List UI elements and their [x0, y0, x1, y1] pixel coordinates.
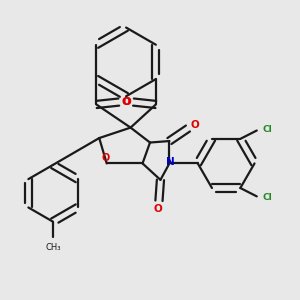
Text: N: N — [166, 157, 174, 167]
Text: O: O — [154, 204, 163, 214]
Text: O: O — [121, 97, 130, 107]
Text: O: O — [122, 97, 131, 107]
Text: CH₃: CH₃ — [45, 243, 61, 252]
Text: Cl: Cl — [263, 124, 272, 134]
Text: O: O — [101, 153, 109, 163]
Text: Cl: Cl — [263, 194, 272, 202]
Text: O: O — [190, 120, 199, 130]
